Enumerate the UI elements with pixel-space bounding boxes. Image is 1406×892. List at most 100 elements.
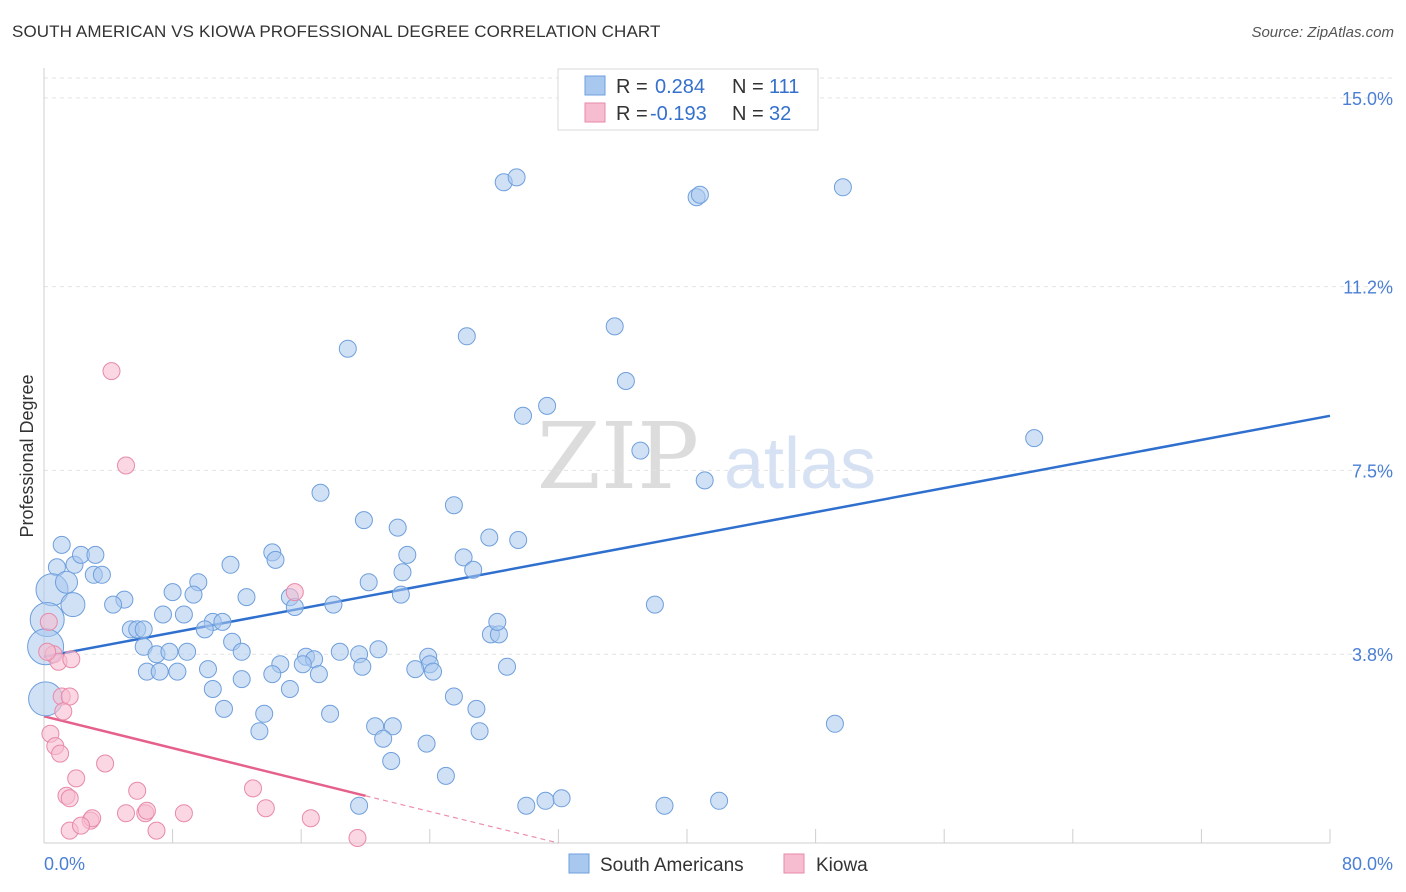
kiowa-point [54,702,73,721]
south-americans-point [507,168,526,187]
gridlines [44,77,1392,655]
south-americans-point [60,592,86,618]
south-americans-point [154,605,172,624]
south-americans-point [311,483,330,502]
south-americans-point [150,662,169,681]
south-americans-point [538,396,557,415]
kiowa-point [348,829,367,847]
south-americans-point [488,612,507,631]
south-americans-point [266,550,285,569]
south-americans-point [616,372,635,390]
south-americans-point [55,570,78,594]
south-americans-point [86,545,105,564]
kiowa-point [301,809,320,828]
south-americans-point [393,563,412,582]
south-americans-point [163,583,182,602]
south-americans-point [695,471,714,490]
kiowa-point [67,769,86,788]
south-americans-point [825,714,844,733]
y-tick-label: 15.0% [1342,89,1393,109]
south-americans-point [195,620,214,639]
legend-n-value-1: 111 [769,76,799,98]
south-americans-point [417,734,436,753]
kiowa-point [62,650,81,669]
kiowa-point [96,754,115,773]
x-tick-label-max: 80.0% [1342,854,1393,874]
south-americans-point [833,178,852,197]
south-americans-point [255,704,274,723]
south-americans-point [232,670,251,689]
south-americans-point [293,655,312,674]
kiowa-point [244,779,262,798]
south-americans-point [498,657,516,676]
south-americans-point [470,722,489,741]
chart-source: Source: ZipAtlas.com [1251,24,1394,41]
south-americans-point [480,528,499,547]
south-americans-point [391,585,410,604]
south-americans-point [354,511,373,530]
south-americans-point [280,680,299,698]
y-tick-label: 3.8% [1352,645,1393,665]
south-americans-point [338,339,357,358]
south-americans-point [467,699,486,718]
kiowa-point [60,687,79,706]
x-tick-label-min: 0.0% [44,854,85,874]
south-americans-point [178,642,197,661]
south-americans-point [374,729,393,748]
tick-labels: 3.8% 7.5% 11.2% 15.0% 0.0% 80.0% [44,89,1393,874]
legend-n-value-2: 32 [769,103,791,125]
kiowa-point [39,612,58,631]
kiowa-point [147,821,166,840]
south-americans-point [514,406,532,425]
data-points [27,168,1044,847]
kiowa-trend-line [43,715,366,798]
south-americans-point [369,640,388,659]
kiowa-point [51,744,70,763]
south-americans-point [134,620,153,639]
y-axis-title: Professional Degree [17,374,37,537]
south-americans-point [424,662,442,681]
south-americans-point [174,605,193,624]
legend-swatch-south-americans [584,75,606,96]
south-americans-point [406,660,425,679]
kiowa-point [128,781,147,800]
kiowa-trend-extension [365,795,559,844]
y-tick-label: 7.5% [1352,461,1393,481]
south-americans-point [383,717,402,736]
south-americans-point [710,791,729,810]
south-americans-point [398,545,417,564]
south-americans-point [444,496,463,515]
legend-r-label-1: R = [616,76,648,98]
south-americans-point [509,531,528,549]
kiowa-point [117,456,135,475]
south-americans-point [605,317,624,336]
south-americans-point [388,518,407,537]
south-americans-point [1025,429,1044,448]
south-americans-point [213,612,232,631]
south-americans-point [631,441,650,460]
legend-n-label-2: N = [732,103,764,125]
south-americans-point [454,548,473,567]
south-americans-point [199,660,217,679]
south-americans-point [324,595,343,614]
south-americans-point [237,588,256,607]
series-legend-swatch-south-americans [568,853,590,874]
chart-title: SOUTH AMERICAN VS KIOWA PROFESSIONAL DEG… [12,22,661,41]
kiowa-point [72,816,90,835]
series-legend-label-south-americans: South Americans [600,855,744,876]
south-americans-point [221,555,240,574]
south-americans-point [232,642,251,661]
legend-r-value-1: 0.284 [655,76,705,98]
kiowa-point [174,804,193,823]
south-americans-point [309,665,328,684]
south-americans-point [321,704,340,723]
south-americans-point [350,796,369,815]
south-americans-point [645,595,664,614]
south-americans-point [353,657,372,676]
south-americans-point [92,565,111,584]
kiowa-point [117,804,135,823]
kiowa-point [60,789,79,808]
south-americans-point [160,642,179,661]
south-americans-point [359,573,378,592]
